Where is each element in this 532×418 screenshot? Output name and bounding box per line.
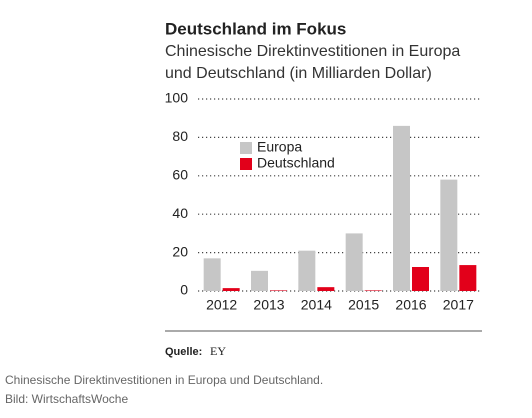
x-tick-label: 2016 [395,297,426,313]
y-tick-label: 100 [165,90,189,106]
bar [222,288,240,291]
bar [345,233,363,291]
source: EY [210,344,226,358]
bar [251,270,268,291]
bar [393,125,410,291]
bar [412,267,429,291]
y-tick-label: 40 [172,205,188,221]
y-tick-label: 20 [172,243,188,259]
x-tick-label: 2014 [301,297,332,313]
bar [440,179,458,291]
x-tick-label: 2013 [253,297,284,313]
caption: Chinesische Direktinvestitionen in Europ… [5,373,323,387]
x-tick-label: 2017 [443,297,474,313]
legend-label: Europa [257,139,302,155]
legend-swatch [240,158,252,170]
chart-title: Deutschland im Fokus [165,19,346,38]
y-tick-label: 0 [180,282,188,298]
bar [298,250,316,291]
bar [203,258,221,291]
bar [270,290,287,291]
chart-subtitle: und Deutschland (in Milliarden Dollar) [165,65,432,82]
x-tick-label: 2015 [348,297,379,313]
legend-label: Deutschland [257,155,335,171]
y-tick-label: 60 [172,167,188,183]
y-tick-label: 80 [172,128,188,144]
x-tick-label: 2012 [206,297,237,313]
source-label: Quelle: [165,346,202,358]
credit: Bild: WirtschaftsWoche [5,392,128,406]
bar [364,290,382,291]
bar [459,265,477,291]
chart-subtitle: Chinesische Direktinvestitionen in Europ… [165,43,460,60]
bar [317,287,335,291]
legend-swatch [240,142,252,154]
